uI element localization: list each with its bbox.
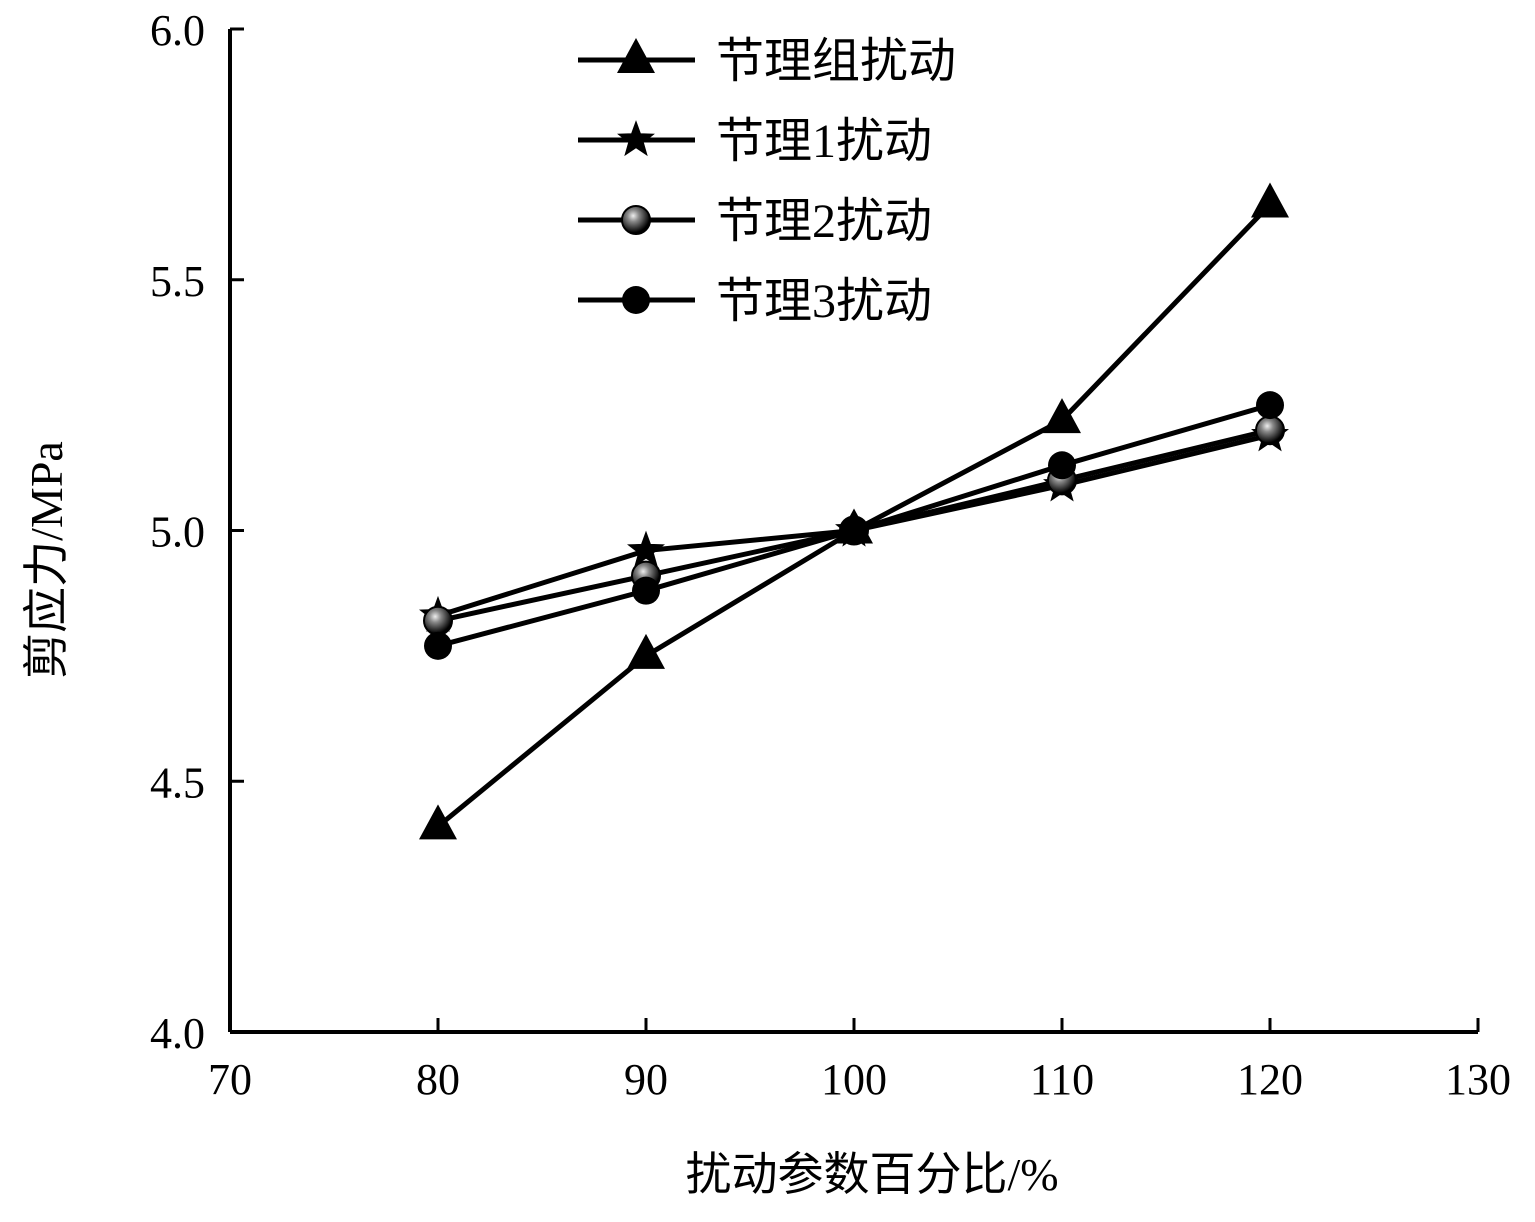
x-tick-label: 100: [821, 1055, 887, 1104]
x-axis-label: 扰动参数百分比/%: [685, 1149, 1058, 1200]
circle-marker: [1048, 451, 1076, 480]
triangle-marker: [1043, 398, 1081, 434]
series-group: [419, 182, 1289, 840]
circle-marker: [622, 286, 650, 314]
star-marker: [617, 120, 655, 157]
triangle-marker: [617, 38, 655, 73]
legend-label: 节理组扰动: [716, 35, 956, 88]
shaded-circle-marker: [621, 205, 651, 235]
x-tick-label: 80: [416, 1055, 460, 1104]
circle-marker: [632, 576, 660, 605]
x-tick-label: 130: [1445, 1055, 1511, 1104]
series-circle: [424, 391, 1284, 660]
y-tick-label: 5.0: [150, 508, 205, 557]
legend-label: 节理3扰动: [716, 275, 932, 328]
y-tick-label: 6.0: [150, 6, 205, 55]
shaded-circle-marker: [1255, 415, 1285, 446]
circle-marker: [1256, 391, 1284, 420]
triangle-marker: [1251, 182, 1289, 218]
x-tick-label: 90: [624, 1055, 668, 1104]
y-tick-label: 4.5: [150, 758, 205, 807]
legend-item: 节理3扰动: [578, 275, 932, 328]
legend-item: 节理组扰动: [578, 35, 956, 88]
axes: 70 80 90 100 110 120 130 4.0 4.5 5.0 5.5 6.0: [150, 6, 1511, 1104]
y-tick-label: 4.0: [150, 1009, 205, 1058]
x-tick-label: 110: [1030, 1055, 1094, 1104]
y-tick-label: 5.5: [150, 257, 205, 306]
circle-marker: [840, 516, 868, 545]
shaded-circle-marker: [423, 605, 453, 636]
circle-marker: [424, 631, 452, 660]
star-marker: [627, 530, 665, 567]
legend-label: 节理2扰动: [716, 195, 932, 248]
x-tick-label: 70: [208, 1055, 252, 1104]
legend-label: 节理1扰动: [716, 115, 932, 168]
triangle-marker: [627, 633, 665, 669]
x-tick-label: 120: [1237, 1055, 1303, 1104]
legend-item: 节理2扰动: [578, 195, 932, 248]
y-axis-label: 剪应力/MPa: [21, 441, 72, 679]
legend-item: 节理1扰动: [578, 115, 932, 168]
triangle-marker: [419, 804, 457, 840]
